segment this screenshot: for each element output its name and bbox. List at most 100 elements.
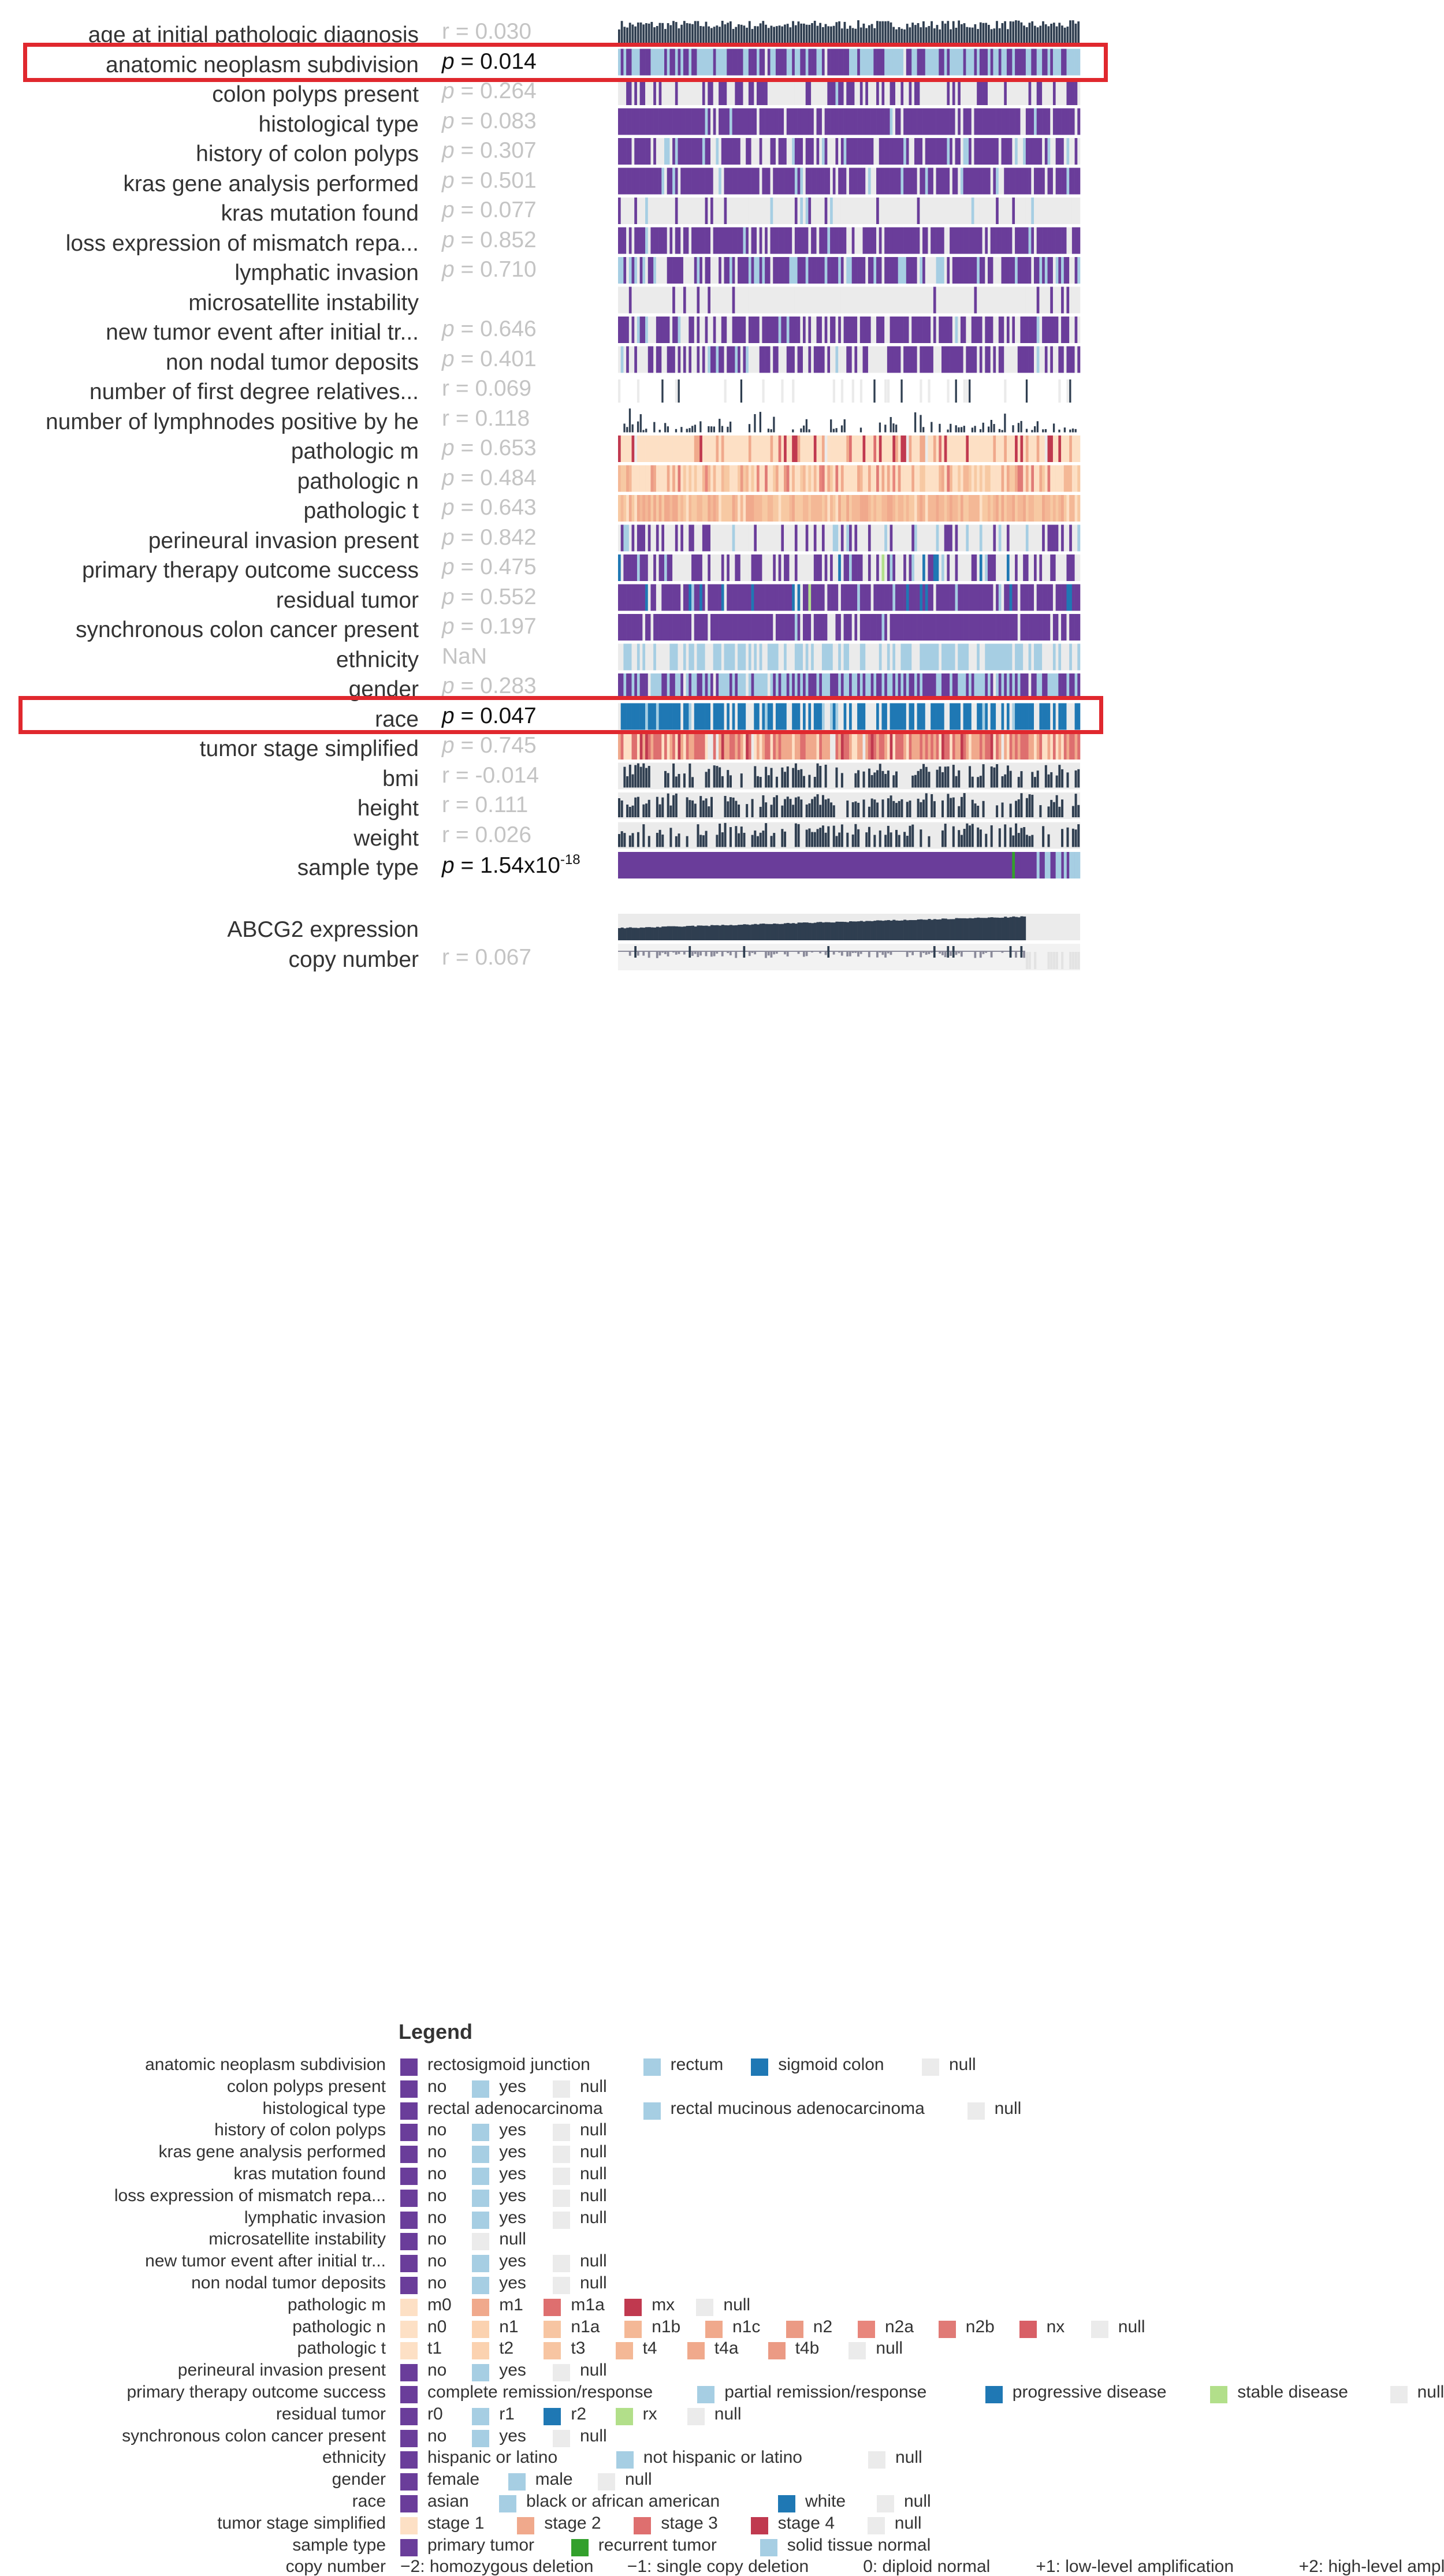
cell-ethnicity [1017, 643, 1021, 671]
bar-height [762, 795, 765, 817]
bar-number-of-lymphnodes-positive-by-he [1031, 430, 1033, 433]
cell-new-tumor-event-after-initial-tr [757, 317, 760, 343]
cell-anatomic-neoplasm-subdivision [727, 49, 730, 76]
cell-pathologic-n [958, 465, 961, 492]
cell-anatomic-neoplasm-subdivision [781, 49, 784, 76]
cell-colon-polyps-present [708, 79, 711, 105]
cell-lymphatic-invasion [1066, 257, 1070, 284]
cell-new-tumor-event-after-initial-tr [710, 317, 714, 343]
cell-tumor-stage-simplified [1042, 733, 1045, 760]
cell-pathologic-n [669, 465, 673, 492]
cell-pathologic-m [694, 435, 697, 462]
cell-residual-tumor [647, 584, 651, 611]
cell-pathologic-m [1039, 435, 1043, 462]
cell-gender [854, 673, 858, 700]
bar-copy-number [664, 951, 667, 954]
cell-new-tumor-event-after-initial-tr [939, 317, 942, 343]
cell-pathologic-n [805, 465, 809, 492]
bar-copy-number [1001, 951, 1004, 953]
cell-colon-polyps-present [832, 79, 836, 105]
cell-pathologic-t [789, 495, 792, 522]
null-number-of-first-degree-relatives [781, 379, 784, 403]
bar-bmi [639, 766, 642, 788]
cell-tumor-stage-simplified [626, 733, 630, 760]
cell-kras-mutation-found [950, 198, 953, 224]
cell-gender [1052, 673, 1056, 700]
cell-loss-expression-of-mismatch-repa [694, 227, 697, 254]
cell-anatomic-neoplasm-subdivision [900, 49, 904, 76]
cell-kras-mutation-found [1055, 198, 1059, 224]
null-number-of-first-degree-relatives [947, 379, 950, 403]
bar-weight [838, 832, 841, 847]
cell-pathologic-m [928, 435, 931, 462]
bar-height [642, 804, 645, 817]
bar-copy-number [811, 951, 813, 953]
cell-pathologic-m [884, 435, 888, 462]
cell-primary-therapy-outcome-success [960, 554, 963, 581]
cell-pathologic-n [637, 465, 640, 492]
cell-primary-therapy-outcome-success [738, 554, 741, 581]
cell-pathologic-m [835, 435, 839, 462]
cell-tumor-stage-simplified [1039, 733, 1043, 760]
cell-gender [922, 673, 926, 700]
bar-age-at-initial-pathologic-diagnosis [887, 21, 890, 46]
bar-copy-number [716, 951, 719, 954]
cell-kras-gene-analysis-performed [865, 167, 869, 195]
cell-race [1020, 703, 1024, 730]
cell-pathologic-m [914, 435, 917, 462]
cell-race [757, 703, 760, 730]
cell-residual-tumor [754, 584, 757, 611]
cell-tumor-stage-simplified [960, 733, 963, 760]
cell-perineural-invasion-present [757, 524, 760, 552]
cell-race [729, 703, 732, 730]
cell-kras-mutation-found [634, 198, 638, 224]
cell-pathologic-m [781, 435, 784, 462]
cell-perineural-invasion-present [705, 524, 708, 552]
cell-history-of-colon-polyps [811, 138, 814, 165]
cell-loss-expression-of-mismatch-repa [740, 227, 743, 254]
cell-kras-mutation-found [824, 198, 828, 224]
cell-kras-gene-analysis-performed [748, 167, 751, 195]
cell-anatomic-neoplasm-subdivision [939, 49, 942, 76]
cell-anatomic-neoplasm-subdivision [740, 49, 743, 76]
bar-age-at-initial-pathologic-diagnosis [808, 24, 811, 46]
cell-loss-expression-of-mismatch-repa [800, 227, 803, 254]
cell-pathologic-n [832, 465, 836, 492]
cell-lymphatic-invasion [1069, 257, 1073, 284]
bar-abcg2-expression [803, 922, 806, 940]
row-label-pathologic-m: pathologic m [291, 439, 419, 464]
legend-item-anatomic-neoplasm-subdivision-rectum: rectum [670, 2055, 724, 2074]
cell-pathologic-n [917, 465, 920, 492]
cell-history-of-colon-polyps [716, 138, 719, 165]
cell-history-of-colon-polyps [862, 138, 866, 165]
bar-abcg2-expression [988, 917, 991, 940]
cell-new-tumor-event-after-initial-tr [884, 317, 888, 343]
cell-perineural-invasion-present [697, 524, 700, 552]
bar-abcg2-expression [821, 922, 825, 940]
bar-height [658, 804, 661, 817]
cell-primary-therapy-outcome-success [1066, 554, 1070, 581]
row-label-sample-type: sample type [297, 855, 419, 880]
bar-copy-number [678, 951, 680, 954]
cell-race [1001, 703, 1004, 730]
cell-tumor-stage-simplified [854, 733, 858, 760]
cell-race [974, 703, 977, 730]
cell-synchronous-colon-cancer-present [686, 614, 689, 641]
cell-new-tumor-event-after-initial-tr [998, 317, 1002, 343]
bar-height [661, 797, 664, 817]
cell-kras-mutation-found [705, 198, 708, 224]
cell-pathologic-n [811, 465, 814, 492]
cell-pathologic-n [773, 465, 776, 492]
cell-primary-therapy-outcome-success [740, 554, 743, 581]
cell-history-of-colon-polyps [950, 138, 953, 165]
cell-kras-gene-analysis-performed [840, 167, 844, 195]
cell-race [993, 703, 996, 730]
cell-microsatellite-instability [859, 286, 863, 314]
cell-gender [944, 673, 947, 700]
cell-histological-type [1044, 108, 1048, 135]
cell-kras-mutation-found [941, 198, 945, 224]
cell-race [740, 703, 743, 730]
legend-item-kras-gene-analysis-performed-null: null [580, 2142, 607, 2162]
cell-pathologic-m [971, 435, 974, 462]
cell-non-nodal-tumor-deposits [631, 346, 635, 373]
